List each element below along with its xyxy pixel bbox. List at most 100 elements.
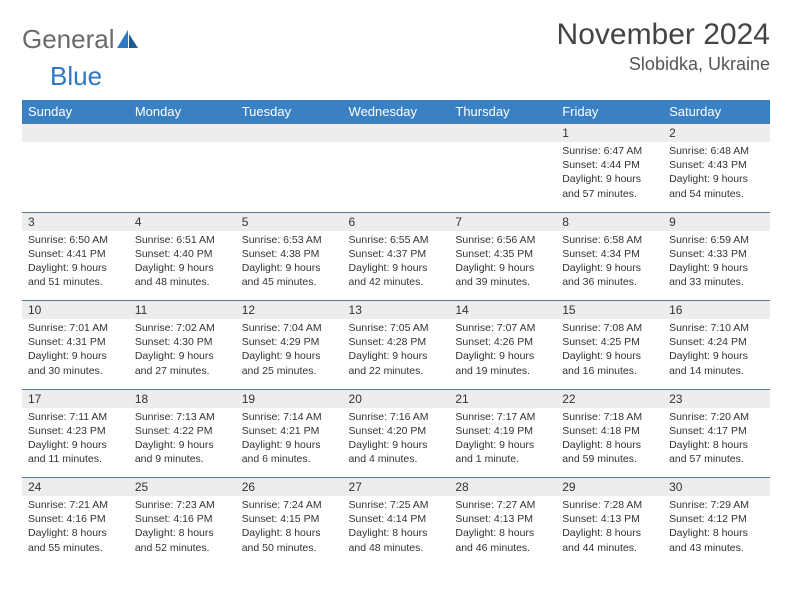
sunrise-text: Sunrise: 7:25 AM	[349, 498, 444, 512]
day-detail-cell: Sunrise: 7:24 AMSunset: 4:15 PMDaylight:…	[236, 496, 343, 566]
day-number-cell: 9	[663, 212, 770, 231]
day-detail-cell: Sunrise: 7:17 AMSunset: 4:19 PMDaylight:…	[449, 408, 556, 478]
daylight-text: Daylight: 8 hours	[669, 526, 764, 540]
sunrise-text: Sunrise: 7:28 AM	[562, 498, 657, 512]
day-detail-cell: Sunrise: 7:21 AMSunset: 4:16 PMDaylight:…	[22, 496, 129, 566]
daylight-text-2: and 19 minutes.	[455, 364, 550, 378]
daylight-text: Daylight: 9 hours	[28, 261, 123, 275]
day-detail-cell: Sunrise: 7:14 AMSunset: 4:21 PMDaylight:…	[236, 408, 343, 478]
sunset-text: Sunset: 4:19 PM	[455, 424, 550, 438]
sunrise-text: Sunrise: 6:56 AM	[455, 233, 550, 247]
sunrise-text: Sunrise: 7:16 AM	[349, 410, 444, 424]
daylight-text-2: and 1 minute.	[455, 452, 550, 466]
day-detail-cell: Sunrise: 7:11 AMSunset: 4:23 PMDaylight:…	[22, 408, 129, 478]
sunrise-text: Sunrise: 7:29 AM	[669, 498, 764, 512]
day-detail-cell: Sunrise: 7:27 AMSunset: 4:13 PMDaylight:…	[449, 496, 556, 566]
day-number-cell: 16	[663, 301, 770, 320]
daylight-text: Daylight: 9 hours	[242, 261, 337, 275]
day-detail-cell: Sunrise: 7:29 AMSunset: 4:12 PMDaylight:…	[663, 496, 770, 566]
sunrise-text: Sunrise: 7:23 AM	[135, 498, 230, 512]
day-detail-cell	[22, 142, 129, 212]
daylight-text-2: and 4 minutes.	[349, 452, 444, 466]
sunrise-text: Sunrise: 6:47 AM	[562, 144, 657, 158]
day-detail-cell: Sunrise: 7:01 AMSunset: 4:31 PMDaylight:…	[22, 319, 129, 389]
day-number-cell: 2	[663, 124, 770, 143]
sunset-text: Sunset: 4:25 PM	[562, 335, 657, 349]
day-number-cell: 13	[343, 301, 450, 320]
daylight-text: Daylight: 8 hours	[455, 526, 550, 540]
daylight-text-2: and 27 minutes.	[135, 364, 230, 378]
weekday-header: Saturday	[663, 100, 770, 124]
sunrise-text: Sunrise: 7:27 AM	[455, 498, 550, 512]
daylight-text-2: and 16 minutes.	[562, 364, 657, 378]
sunset-text: Sunset: 4:20 PM	[349, 424, 444, 438]
daylight-text: Daylight: 9 hours	[562, 261, 657, 275]
daylight-text-2: and 50 minutes.	[242, 541, 337, 555]
daylight-text-2: and 9 minutes.	[135, 452, 230, 466]
sunrise-text: Sunrise: 6:50 AM	[28, 233, 123, 247]
daylight-text: Daylight: 8 hours	[28, 526, 123, 540]
daylight-text: Daylight: 9 hours	[349, 438, 444, 452]
daylight-text: Daylight: 9 hours	[669, 172, 764, 186]
logo: General	[22, 18, 139, 55]
day-detail-cell: Sunrise: 7:04 AMSunset: 4:29 PMDaylight:…	[236, 319, 343, 389]
sunrise-text: Sunrise: 7:18 AM	[562, 410, 657, 424]
sunset-text: Sunset: 4:16 PM	[28, 512, 123, 526]
daylight-text: Daylight: 9 hours	[135, 438, 230, 452]
day-detail-cell: Sunrise: 7:25 AMSunset: 4:14 PMDaylight:…	[343, 496, 450, 566]
day-number-cell: 22	[556, 389, 663, 408]
day-number-cell: 26	[236, 478, 343, 497]
daylight-text: Daylight: 9 hours	[455, 349, 550, 363]
day-detail-cell: Sunrise: 6:55 AMSunset: 4:37 PMDaylight:…	[343, 231, 450, 301]
day-detail-cell: Sunrise: 6:48 AMSunset: 4:43 PMDaylight:…	[663, 142, 770, 212]
day-number-cell: 6	[343, 212, 450, 231]
daylight-text-2: and 55 minutes.	[28, 541, 123, 555]
sunrise-text: Sunrise: 7:01 AM	[28, 321, 123, 335]
day-number-cell: 11	[129, 301, 236, 320]
daylight-text: Daylight: 9 hours	[669, 349, 764, 363]
sunset-text: Sunset: 4:40 PM	[135, 247, 230, 261]
weekday-header: Monday	[129, 100, 236, 124]
sunset-text: Sunset: 4:35 PM	[455, 247, 550, 261]
sail-icon	[117, 30, 139, 53]
sunset-text: Sunset: 4:22 PM	[135, 424, 230, 438]
daylight-text-2: and 48 minutes.	[135, 275, 230, 289]
detail-row: Sunrise: 6:47 AMSunset: 4:44 PMDaylight:…	[22, 142, 770, 212]
daylight-text-2: and 57 minutes.	[669, 452, 764, 466]
daylight-text-2: and 33 minutes.	[669, 275, 764, 289]
daylight-text-2: and 11 minutes.	[28, 452, 123, 466]
daylight-text-2: and 59 minutes.	[562, 452, 657, 466]
weekday-header: Wednesday	[343, 100, 450, 124]
sunset-text: Sunset: 4:41 PM	[28, 247, 123, 261]
day-number-cell: 10	[22, 301, 129, 320]
sunrise-text: Sunrise: 6:58 AM	[562, 233, 657, 247]
daylight-text-2: and 45 minutes.	[242, 275, 337, 289]
daylight-text-2: and 44 minutes.	[562, 541, 657, 555]
day-number-cell: 27	[343, 478, 450, 497]
weekday-header-row: Sunday Monday Tuesday Wednesday Thursday…	[22, 100, 770, 124]
daylight-text: Daylight: 9 hours	[455, 261, 550, 275]
daynum-row: 24252627282930	[22, 478, 770, 497]
sunrise-text: Sunrise: 6:55 AM	[349, 233, 444, 247]
day-number-cell	[449, 124, 556, 143]
sunset-text: Sunset: 4:26 PM	[455, 335, 550, 349]
daylight-text-2: and 51 minutes.	[28, 275, 123, 289]
daylight-text: Daylight: 8 hours	[349, 526, 444, 540]
sunset-text: Sunset: 4:24 PM	[669, 335, 764, 349]
day-number-cell	[129, 124, 236, 143]
day-number-cell: 29	[556, 478, 663, 497]
day-number-cell	[343, 124, 450, 143]
detail-row: Sunrise: 7:01 AMSunset: 4:31 PMDaylight:…	[22, 319, 770, 389]
day-number-cell: 18	[129, 389, 236, 408]
sunrise-text: Sunrise: 7:17 AM	[455, 410, 550, 424]
sunset-text: Sunset: 4:33 PM	[669, 247, 764, 261]
calendar-table: Sunday Monday Tuesday Wednesday Thursday…	[22, 100, 770, 566]
sunset-text: Sunset: 4:29 PM	[242, 335, 337, 349]
daylight-text: Daylight: 9 hours	[562, 349, 657, 363]
day-number-cell: 28	[449, 478, 556, 497]
sunrise-text: Sunrise: 7:04 AM	[242, 321, 337, 335]
sunset-text: Sunset: 4:21 PM	[242, 424, 337, 438]
day-detail-cell	[449, 142, 556, 212]
daylight-text-2: and 48 minutes.	[349, 541, 444, 555]
day-number-cell: 20	[343, 389, 450, 408]
